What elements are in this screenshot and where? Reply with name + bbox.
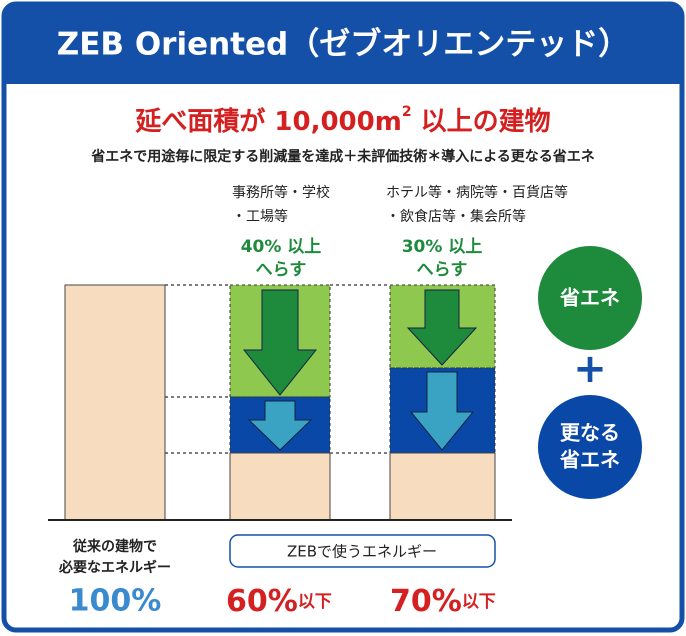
heading: 延べ面積が 10,000m2 以上の建物 — [134, 104, 550, 137]
result-suffix: 以下 — [462, 592, 496, 612]
arrow — [409, 371, 475, 451]
remaining-bar — [389, 452, 496, 521]
legend-circle — [538, 395, 642, 499]
header-title: ZEB Oriented（ゼブオリエンテッド） — [57, 27, 629, 63]
legend-label: 省エネ — [559, 286, 620, 310]
baseline-value: 100% — [69, 584, 162, 619]
result: 60%以下 — [226, 584, 332, 619]
zeb-label-box — [229, 534, 496, 568]
subheading: 省エネで用途毎に限定する削減量を達成＋未評価技術＊導入による更なる省エネ — [90, 148, 595, 165]
category-label: ホテル等・病院等・百貨店等 — [386, 184, 568, 201]
reduction-label: へらす — [417, 260, 468, 280]
remaining-bar — [229, 452, 331, 521]
heading-text: 以上の建物 — [412, 107, 551, 137]
heading-text: 延べ面積が 10,000m — [134, 106, 401, 137]
reduction-label: 30% 以上 — [402, 237, 483, 257]
legend-plus: + — [573, 346, 607, 392]
arrow — [247, 400, 313, 451]
arrow — [242, 289, 318, 396]
arrow — [406, 289, 478, 366]
result: 70%以下 — [390, 584, 496, 619]
baseline-bar — [64, 284, 166, 521]
zeb-label: ZEBで使うエネルギー — [287, 543, 437, 561]
category-label: ・飲食店等・集会所等 — [386, 208, 526, 225]
reduction-label: 40% 以上 — [241, 237, 322, 257]
result-suffix: 以下 — [298, 592, 332, 612]
heading-superscript: 2 — [402, 104, 412, 120]
category-label: 事務所等・学校 — [232, 184, 330, 201]
baseline-label: 従来の建物で — [72, 538, 157, 555]
guide-lines — [165, 284, 390, 454]
legend-circle — [538, 246, 642, 350]
result-value: 60% — [226, 584, 298, 619]
category-label: ・工場等 — [232, 208, 288, 225]
baseline-label: 必要なエネルギー — [58, 559, 171, 576]
legend-label: 更なる — [560, 421, 620, 445]
header-band — [4, 4, 682, 84]
reduction-label: へらす — [256, 260, 307, 280]
legend-label: 省エネ — [559, 448, 620, 472]
result-value: 70% — [390, 584, 462, 619]
